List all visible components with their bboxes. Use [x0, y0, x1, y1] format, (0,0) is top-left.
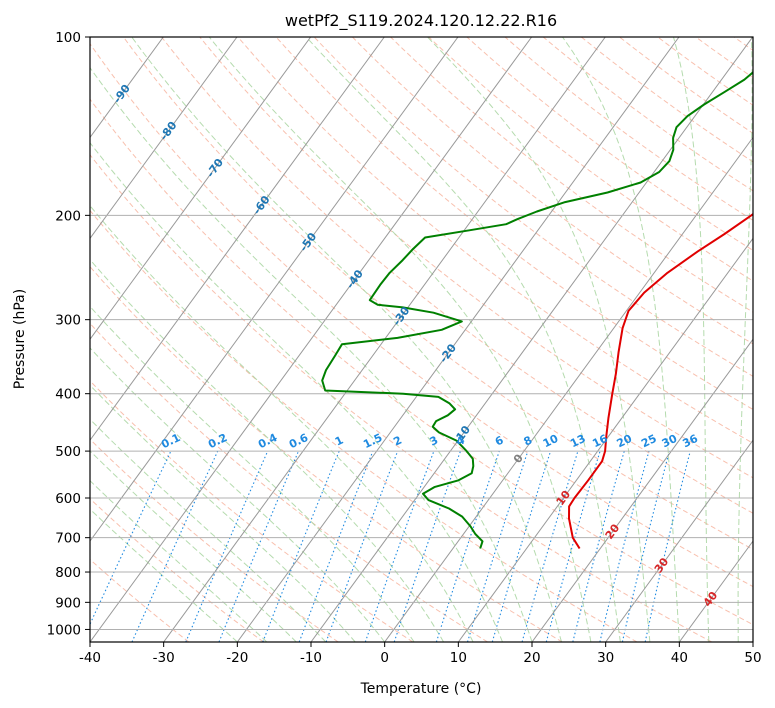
dewpoint-profile-line [321, 71, 753, 549]
dry-adiabat-line [199, 37, 753, 479]
y-tick-label: 600 [55, 491, 81, 507]
moist-adiabat-line [90, 204, 474, 642]
isotherm-line [90, 37, 238, 240]
moist-adiabat-line [90, 508, 238, 642]
dry-adiabat-line [580, 37, 753, 163]
mixing-ratio-line [521, 450, 579, 642]
dry-adiabat-line [90, 209, 638, 642]
dry-adiabat-line [313, 37, 753, 377]
moist-adiabat-line [90, 258, 445, 642]
mixing-ratio-line [435, 450, 500, 642]
y-tick-label: 100 [55, 30, 81, 46]
dry-adiabat-line [123, 37, 753, 550]
mixing-ratio-label: 10 [541, 432, 561, 451]
plot-frame [89, 36, 754, 643]
y-tick-label: 900 [55, 595, 81, 611]
x-tick-label: -30 [153, 650, 175, 666]
moist-adiabat-line [672, 37, 710, 642]
moist-adiabat-line [208, 37, 592, 642]
dry-adiabat-line [90, 322, 488, 642]
dry-adiabat-line [390, 37, 753, 313]
x-tick-label: 20 [523, 650, 540, 666]
sounding-series [321, 71, 753, 550]
x-tick-label: -40 [79, 650, 101, 666]
moist-adiabat-line [561, 37, 680, 642]
mixing-ratio-line [621, 450, 671, 642]
isotherm-line [90, 37, 533, 642]
isotherm-line [605, 439, 753, 642]
x-axis-label: Temperature (°C) [360, 681, 482, 697]
x-tick-label: 30 [597, 650, 614, 666]
x-axis: -40 -30 -20 -10 0 10 20 30 40 50 [79, 642, 762, 666]
dry-adiabat-line [90, 438, 339, 642]
dry-adiabat-line [504, 37, 753, 221]
x-tick-label: -20 [226, 650, 248, 666]
moist-adiabat-line [737, 37, 753, 642]
mixing-ratio-line [572, 450, 625, 642]
mixing-ratio-line [185, 450, 269, 642]
isotherm-line [457, 237, 753, 642]
x-tick-label: -10 [300, 650, 322, 666]
moist-adiabat-line [426, 37, 651, 642]
x-tick-label: 40 [671, 650, 688, 666]
y-axis: 100 200 300 400 500 600 700 800 900 1000 [47, 30, 90, 638]
mixing-ratio-label: 36 [681, 432, 701, 451]
dry-adiabat-line [90, 265, 563, 642]
moist-adiabat-line [305, 37, 621, 642]
isotherm-line [90, 37, 385, 442]
isotherm-line [310, 37, 753, 642]
dry-adiabat-line [428, 37, 753, 282]
mixing-ratio-line [218, 450, 300, 642]
y-tick-label: 200 [55, 208, 81, 224]
mixing-ratio-label: 13 [568, 432, 587, 450]
moist-adiabat-line [90, 418, 327, 642]
isotherm-line [90, 37, 312, 341]
dry-adiabat-line [237, 37, 753, 444]
x-tick-label: 0 [380, 650, 389, 666]
moist-adiabat-line [90, 141, 503, 642]
moist-adiabat-line [90, 480, 268, 642]
dry-adiabat-line [275, 37, 753, 411]
mixing-ratio-label: 30 [660, 432, 680, 451]
x-tick-label: 10 [450, 650, 467, 666]
y-tick-label: 1000 [47, 622, 81, 638]
moist-adiabat-line [90, 347, 386, 642]
mixing-ratio-line [644, 450, 691, 642]
dry-adiabat-line [161, 37, 753, 514]
y-tick-label: 700 [55, 531, 81, 547]
y-tick-label: 500 [55, 444, 81, 460]
isotherm-line [236, 37, 680, 642]
moist-adiabat-line [90, 450, 297, 642]
mixing-ratio-label: 20 [615, 432, 635, 451]
moist-adiabat-line [131, 37, 562, 642]
y-axis-label: Pressure (hPa) [12, 289, 28, 389]
y-tick-label: 400 [55, 387, 81, 403]
mixing-ratio-line [491, 450, 552, 642]
y-tick-label: 300 [55, 313, 81, 329]
mixing-ratio-line [599, 450, 650, 642]
moist-adiabats [90, 37, 753, 642]
mixing-ratio-label: 16 [590, 432, 610, 451]
mixing-ratio-line [131, 450, 219, 642]
dry-adiabat-line [90, 498, 264, 642]
mixing-ratio-line [90, 450, 172, 626]
dry-adiabat-line [90, 153, 712, 642]
y-tick-label: 800 [55, 565, 81, 581]
mixing-ratio-line [364, 450, 435, 642]
moist-adiabat-line [90, 384, 356, 642]
temperature-profile-line [568, 212, 753, 550]
isotherm-line [90, 37, 459, 542]
chart-title: wetPf2_S119.2024.120.12.22.R16 [285, 11, 557, 31]
isobar-gridlines [90, 37, 753, 630]
mixing-ratio-label: 25 [639, 432, 658, 450]
mixing-ratio-line [466, 450, 529, 642]
dry-adiabat-line [90, 42, 753, 588]
x-tick-label: 50 [744, 650, 761, 666]
dry-adiabat-line [352, 37, 753, 345]
